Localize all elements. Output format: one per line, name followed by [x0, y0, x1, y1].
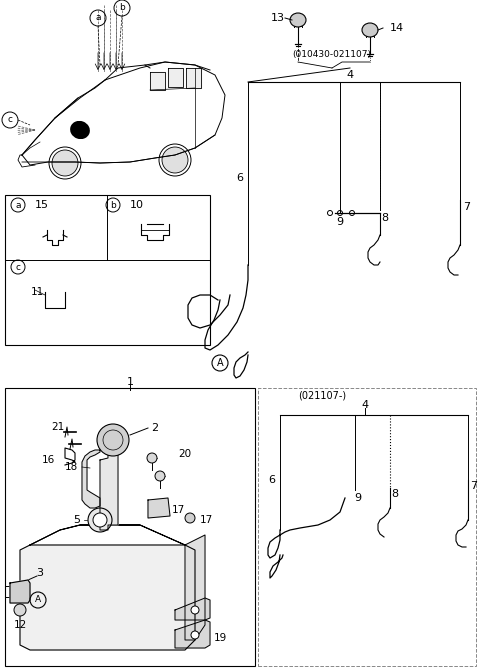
- Text: 19: 19: [214, 633, 227, 643]
- Polygon shape: [10, 580, 30, 603]
- Text: 12: 12: [13, 620, 26, 630]
- Text: A: A: [35, 595, 41, 605]
- Polygon shape: [148, 498, 170, 518]
- Text: 14: 14: [390, 23, 404, 33]
- Text: 7: 7: [463, 202, 470, 212]
- Text: 9: 9: [354, 493, 361, 503]
- Text: 20: 20: [178, 449, 191, 459]
- Text: 15: 15: [35, 200, 49, 210]
- Text: 17: 17: [172, 505, 185, 515]
- Text: 4: 4: [361, 400, 369, 410]
- Circle shape: [162, 147, 188, 173]
- Bar: [5, 388, 255, 666]
- Text: 16: 16: [42, 455, 55, 465]
- Text: 9: 9: [336, 217, 344, 227]
- Text: 13: 13: [271, 13, 285, 23]
- Circle shape: [52, 150, 78, 176]
- Ellipse shape: [362, 23, 378, 37]
- Text: (021107-): (021107-): [298, 391, 346, 401]
- Polygon shape: [175, 598, 210, 620]
- Text: a: a: [95, 13, 101, 23]
- Circle shape: [93, 513, 107, 527]
- Polygon shape: [185, 535, 205, 640]
- Text: 18: 18: [65, 462, 78, 472]
- Ellipse shape: [290, 13, 306, 27]
- Circle shape: [343, 488, 348, 493]
- Text: 5: 5: [73, 515, 80, 525]
- Text: 21: 21: [51, 422, 65, 432]
- Text: c: c: [15, 262, 21, 272]
- Text: b: b: [119, 3, 125, 13]
- Text: A: A: [216, 358, 223, 368]
- Circle shape: [14, 604, 26, 616]
- Circle shape: [185, 513, 195, 523]
- Ellipse shape: [70, 121, 90, 139]
- Polygon shape: [168, 68, 183, 87]
- Polygon shape: [100, 443, 125, 530]
- Text: 10: 10: [130, 200, 144, 210]
- Text: 8: 8: [382, 213, 389, 223]
- Text: a: a: [15, 201, 21, 209]
- Circle shape: [191, 631, 199, 639]
- Text: 2: 2: [151, 423, 158, 433]
- Text: 7: 7: [470, 481, 478, 491]
- Circle shape: [349, 211, 355, 215]
- Polygon shape: [82, 450, 100, 508]
- Polygon shape: [20, 545, 195, 650]
- Circle shape: [191, 606, 199, 614]
- Polygon shape: [30, 525, 185, 545]
- Text: 1: 1: [127, 377, 133, 387]
- Circle shape: [364, 488, 370, 493]
- Text: 6: 6: [237, 173, 243, 183]
- Text: 4: 4: [347, 70, 354, 80]
- Text: 3: 3: [36, 568, 44, 578]
- Text: 6: 6: [268, 475, 276, 485]
- Text: 17: 17: [200, 515, 213, 525]
- Circle shape: [352, 488, 358, 493]
- Bar: [258, 388, 476, 666]
- Circle shape: [147, 453, 157, 463]
- Circle shape: [88, 508, 112, 532]
- Circle shape: [337, 211, 343, 215]
- Text: 8: 8: [391, 489, 398, 499]
- Circle shape: [97, 424, 129, 456]
- Polygon shape: [150, 72, 165, 90]
- Text: c: c: [8, 115, 12, 125]
- Circle shape: [327, 211, 333, 215]
- Bar: [5, 195, 210, 345]
- Text: 11: 11: [30, 287, 44, 297]
- Text: (010430-021107): (010430-021107): [292, 50, 372, 60]
- Text: b: b: [110, 201, 116, 209]
- Polygon shape: [175, 620, 210, 648]
- Polygon shape: [186, 68, 201, 88]
- Circle shape: [155, 471, 165, 481]
